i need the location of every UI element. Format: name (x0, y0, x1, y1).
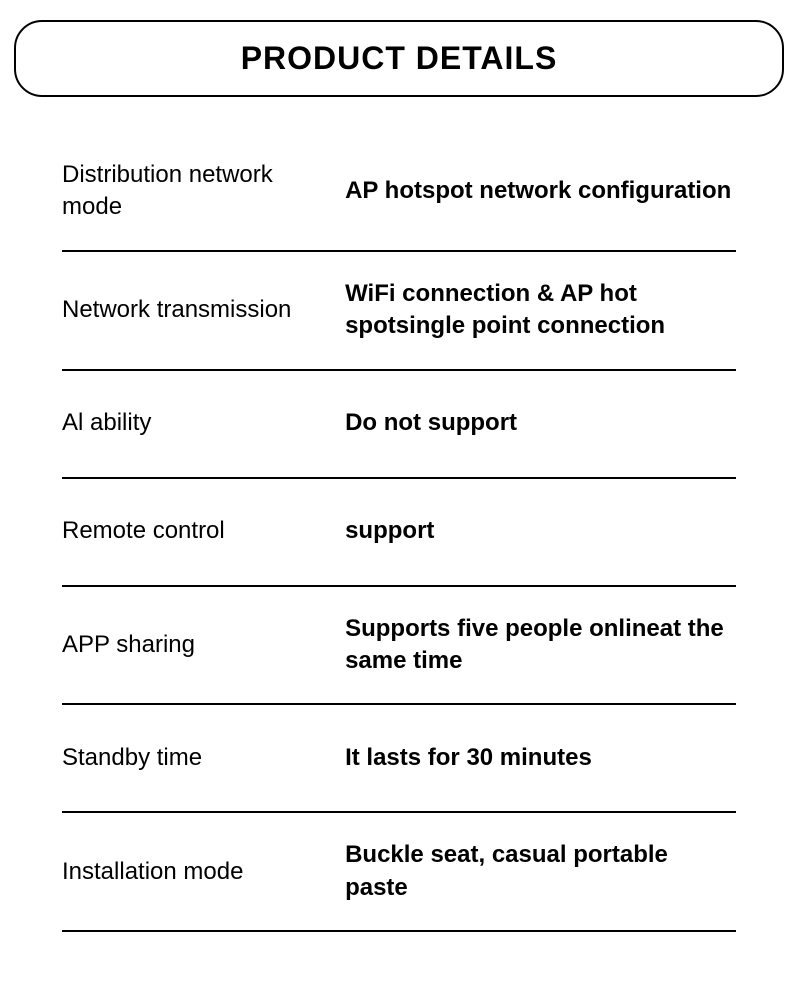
row-value: support (345, 515, 736, 547)
row-label: Standby time (62, 742, 345, 774)
table-row: Distribution network mode AP hotspot net… (62, 133, 736, 252)
product-details-table: Distribution network mode AP hotspot net… (14, 133, 784, 932)
row-label: Network transmission (62, 294, 345, 326)
table-row: Remote control support (62, 479, 736, 587)
table-row: Al ability Do not support (62, 371, 736, 479)
row-label: APP sharing (62, 629, 345, 661)
table-row: Standby time It lasts for 30 minutes (62, 705, 736, 813)
header-box: PRODUCT DETAILS (14, 20, 784, 97)
row-value: AP hotspot network configuration (345, 175, 736, 207)
page-title: PRODUCT DETAILS (36, 40, 762, 77)
row-value: Supports five people onlineat the same t… (345, 613, 736, 678)
table-row: Installation mode Buckle seat, casual po… (62, 813, 736, 932)
table-row: APP sharing Supports five people onlinea… (62, 587, 736, 706)
row-value: It lasts for 30 minutes (345, 742, 736, 774)
row-label: Installation mode (62, 856, 345, 888)
row-value: Buckle seat, casual portable paste (345, 839, 736, 904)
row-label: Al ability (62, 407, 345, 439)
table-row: Network transmission WiFi connection & A… (62, 252, 736, 371)
row-value: Do not support (345, 407, 736, 439)
row-value: WiFi connection & AP hot spotsingle poin… (345, 278, 736, 343)
row-label: Remote control (62, 515, 345, 547)
row-label: Distribution network mode (62, 159, 345, 224)
